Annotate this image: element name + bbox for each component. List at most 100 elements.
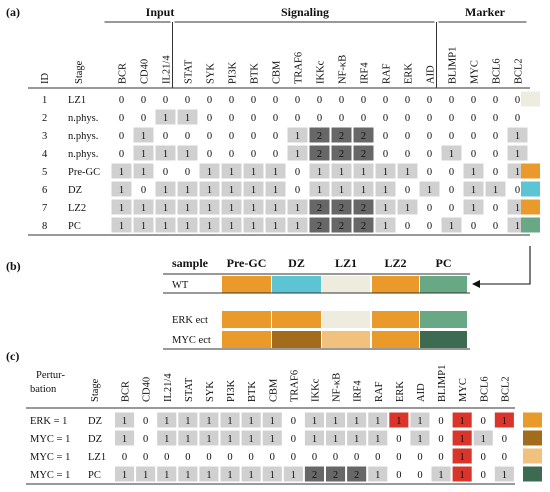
cell-fill bbox=[243, 163, 264, 179]
cell-value: 1 bbox=[375, 470, 380, 481]
cell-value: 1 bbox=[185, 149, 190, 160]
header-stage: Stage bbox=[90, 378, 101, 402]
cell-value: 1 bbox=[251, 203, 256, 214]
cell-value: 1 bbox=[295, 131, 300, 142]
cell-value: 1 bbox=[333, 416, 338, 427]
sample-table-header: sample bbox=[172, 256, 209, 270]
stage-color-swatch bbox=[521, 91, 540, 107]
cell-value: 2 bbox=[339, 149, 344, 160]
column-header: ERK bbox=[395, 381, 406, 402]
cell-value: 0 bbox=[119, 95, 124, 106]
cell-value: 1 bbox=[417, 434, 422, 445]
cell-value: 0 bbox=[273, 95, 278, 106]
cell-value: 1 bbox=[405, 203, 410, 214]
column-header: AID bbox=[416, 383, 427, 402]
sample-table-header: LZ1 bbox=[335, 256, 357, 270]
cell-fill bbox=[347, 466, 367, 482]
changed-cell-fill bbox=[452, 448, 472, 464]
cell-value: 0 bbox=[164, 452, 169, 463]
cell-fill bbox=[331, 127, 352, 143]
cell-fill bbox=[331, 145, 352, 161]
cell-value: 0 bbox=[438, 434, 443, 445]
cell-fill bbox=[157, 466, 177, 482]
cell-value: 1 bbox=[122, 434, 127, 445]
cell-value: 1 bbox=[481, 434, 486, 445]
cell-fill bbox=[115, 412, 135, 428]
cell-value: 2 bbox=[317, 149, 322, 160]
cell-fill bbox=[375, 163, 396, 179]
header-perturbation: Pertur- bbox=[36, 370, 65, 381]
cell-value: 0 bbox=[427, 131, 432, 142]
cell-fill bbox=[136, 466, 156, 482]
cell-value: 1 bbox=[227, 470, 232, 481]
cell-value: 2 bbox=[317, 203, 322, 214]
cell-value: 1 bbox=[229, 167, 234, 178]
changed-cell-fill bbox=[494, 412, 514, 428]
cell-value: 1 bbox=[119, 203, 124, 214]
cell-value: 1 bbox=[119, 185, 124, 196]
cell-fill bbox=[265, 181, 286, 197]
cell-value: 0 bbox=[405, 95, 410, 106]
cell-value: 1 bbox=[515, 149, 520, 160]
row-id: 4 bbox=[42, 149, 48, 160]
arrow-head-icon bbox=[472, 280, 480, 288]
table-row: 5 Pre-GC 1 1 0 0 1 1 1 1 0 1 1 1 1 1 0 0 1 0 1 bbox=[42, 163, 540, 179]
cell-value: 0 bbox=[449, 185, 454, 196]
cell-value: 0 bbox=[163, 95, 168, 106]
header-id: ID bbox=[40, 73, 51, 84]
column-header: CBM bbox=[268, 378, 279, 402]
cell-value: 0 bbox=[405, 185, 410, 196]
cell-value: 0 bbox=[119, 149, 124, 160]
cell-value: 0 bbox=[249, 452, 254, 463]
cell-value: 1 bbox=[185, 221, 190, 232]
cell-fill bbox=[111, 199, 132, 215]
cell-fill bbox=[331, 199, 352, 215]
cell-value: 0 bbox=[291, 452, 296, 463]
cell-value: 2 bbox=[339, 221, 344, 232]
cell-fill bbox=[353, 145, 374, 161]
cell-value: 1 bbox=[141, 221, 146, 232]
cell-value: 1 bbox=[206, 416, 211, 427]
cell-value: 1 bbox=[249, 416, 254, 427]
column-header: STAT bbox=[184, 59, 195, 84]
cell-value: 1 bbox=[249, 434, 254, 445]
cell-value: 0 bbox=[295, 167, 300, 178]
cell-value: 1 bbox=[141, 203, 146, 214]
cell-value: 0 bbox=[383, 113, 388, 124]
table-row: 7 LZ2 1 1 1 1 1 1 1 1 1 2 2 2 1 1 0 0 1 0 1 bbox=[42, 199, 540, 215]
cell-fill bbox=[309, 127, 330, 143]
cell-value: 0 bbox=[229, 149, 234, 160]
sample-color-cell bbox=[420, 276, 467, 293]
cell-fill bbox=[133, 163, 154, 179]
cell-fill bbox=[133, 127, 154, 143]
cell-value: 1 bbox=[383, 185, 388, 196]
cell-value: 0 bbox=[227, 452, 232, 463]
cell-value: 1 bbox=[361, 167, 366, 178]
cell-value: 1 bbox=[164, 416, 169, 427]
table-row: ERK = 1 DZ 1 0 1 1 1 1 1 1 0 1 1 1 1 1 1 0 1 0 1 bbox=[30, 412, 542, 428]
column-header: IKKc bbox=[316, 60, 327, 84]
sample-color-cell bbox=[272, 331, 321, 348]
cell-fill bbox=[368, 430, 388, 446]
column-header: STAT bbox=[184, 377, 195, 402]
cell-value: 0 bbox=[396, 434, 401, 445]
cell-value: 0 bbox=[383, 149, 388, 160]
cell-fill bbox=[177, 145, 198, 161]
cell-fill bbox=[309, 199, 330, 215]
cell-value: 0 bbox=[207, 95, 212, 106]
row-stage: n.phys. bbox=[68, 113, 98, 124]
column-header: BCR bbox=[118, 63, 129, 84]
cell-value: 0 bbox=[481, 470, 486, 481]
cell-value: 0 bbox=[207, 149, 212, 160]
cell-fill bbox=[177, 109, 198, 125]
row-id: 5 bbox=[42, 167, 47, 178]
cell-value: 1 bbox=[295, 149, 300, 160]
row-id: 7 bbox=[42, 203, 47, 214]
cell-value: 1 bbox=[502, 416, 507, 427]
cell-fill bbox=[177, 199, 198, 215]
cell-value: 0 bbox=[417, 470, 422, 481]
cell-value: 1 bbox=[185, 470, 190, 481]
cell-value: 0 bbox=[427, 149, 432, 160]
cell-value: 0 bbox=[251, 95, 256, 106]
cell-fill bbox=[410, 412, 430, 428]
